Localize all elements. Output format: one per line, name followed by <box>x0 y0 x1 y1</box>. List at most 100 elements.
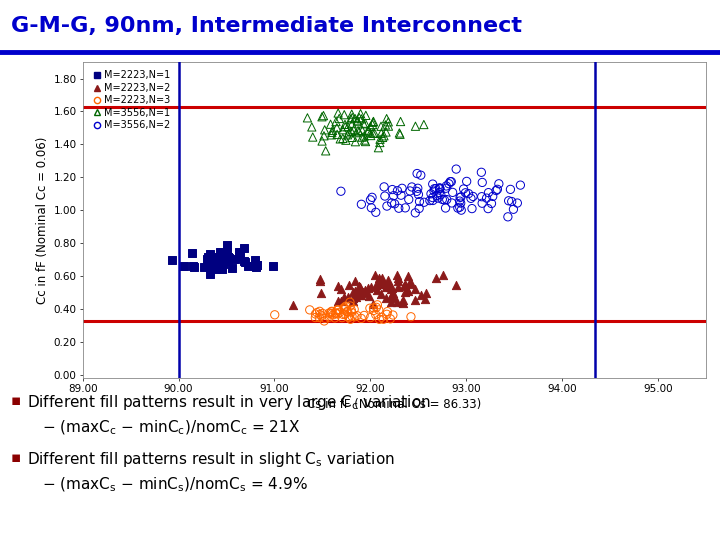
M=2223,N=3 <box>338 303 350 312</box>
M=2223,N=1 <box>217 259 229 268</box>
M=3556,N=2 <box>482 204 494 213</box>
M=2223,N=1 <box>188 261 199 270</box>
M=2223,N=3 <box>344 302 356 310</box>
M=3556,N=2 <box>418 198 430 207</box>
M=2223,N=3 <box>314 310 325 319</box>
M=3556,N=1 <box>307 133 318 141</box>
M=2223,N=3 <box>333 306 344 314</box>
M=2223,N=3 <box>348 305 360 314</box>
M=3556,N=1 <box>302 113 313 122</box>
M=2223,N=2 <box>379 279 390 288</box>
M=3556,N=2 <box>440 184 451 193</box>
M=3556,N=2 <box>512 199 523 207</box>
M=3556,N=1 <box>343 129 355 137</box>
Text: ▪: ▪ <box>11 393 21 408</box>
M=2223,N=3 <box>330 308 341 317</box>
M=3556,N=2 <box>477 199 488 207</box>
M=2223,N=2 <box>342 293 354 302</box>
M=2223,N=3 <box>314 307 325 316</box>
M=2223,N=3 <box>304 306 315 314</box>
M=3556,N=2 <box>412 184 423 193</box>
M=3556,N=1 <box>346 110 358 118</box>
M=3556,N=1 <box>306 123 318 131</box>
M=2223,N=1 <box>207 258 219 266</box>
M=2223,N=1 <box>251 261 263 269</box>
M=2223,N=1 <box>222 252 233 261</box>
M=2223,N=2 <box>369 271 380 279</box>
M=3556,N=1 <box>375 122 387 131</box>
M=3556,N=2 <box>411 169 423 178</box>
M=2223,N=2 <box>392 298 403 307</box>
M=3556,N=2 <box>427 196 438 205</box>
M=2223,N=2 <box>438 271 449 279</box>
M=3556,N=1 <box>378 132 390 140</box>
M=3556,N=2 <box>502 213 513 221</box>
M=2223,N=3 <box>341 307 353 316</box>
M=3556,N=1 <box>354 113 365 122</box>
M=2223,N=2 <box>392 277 404 286</box>
M=3556,N=1 <box>365 129 377 137</box>
M=2223,N=3 <box>344 298 356 307</box>
M=3556,N=2 <box>410 208 421 217</box>
M=2223,N=1 <box>205 260 217 269</box>
M=2223,N=3 <box>313 313 325 322</box>
M=3556,N=2 <box>393 204 405 213</box>
M=3556,N=1 <box>362 126 374 135</box>
M=3556,N=1 <box>383 122 395 131</box>
M=2223,N=1 <box>203 258 215 266</box>
M=2223,N=2 <box>382 280 393 289</box>
M=2223,N=1 <box>212 252 224 261</box>
M=2223,N=2 <box>387 288 399 297</box>
M=2223,N=2 <box>402 272 413 281</box>
M=3556,N=1 <box>331 124 343 132</box>
M=3556,N=1 <box>333 109 344 117</box>
M=3556,N=2 <box>461 177 472 186</box>
M=3556,N=1 <box>351 117 363 125</box>
M=3556,N=1 <box>395 130 406 139</box>
Text: G-M-G, 90nm, Intermediate Interconnect: G-M-G, 90nm, Intermediate Interconnect <box>11 16 522 36</box>
M=2223,N=3 <box>310 309 321 318</box>
M=3556,N=2 <box>378 183 390 191</box>
M=3556,N=2 <box>467 192 479 201</box>
M=2223,N=3 <box>381 310 392 319</box>
M=2223,N=3 <box>336 313 348 322</box>
M=3556,N=1 <box>359 132 370 140</box>
M=3556,N=2 <box>433 184 445 192</box>
M=2223,N=2 <box>392 271 403 280</box>
M=2223,N=1 <box>210 256 222 265</box>
M=2223,N=3 <box>339 305 351 313</box>
M=3556,N=1 <box>376 129 387 138</box>
M=2223,N=1 <box>243 261 254 270</box>
M=2223,N=1 <box>230 254 241 263</box>
M=2223,N=1 <box>199 262 210 271</box>
M=3556,N=1 <box>367 129 379 138</box>
M=2223,N=1 <box>222 253 234 261</box>
M=2223,N=3 <box>329 314 341 322</box>
M=2223,N=1 <box>214 256 225 265</box>
M=3556,N=2 <box>454 193 466 201</box>
M=3556,N=2 <box>387 185 398 194</box>
M=2223,N=3 <box>374 315 385 323</box>
M=2223,N=2 <box>403 279 415 288</box>
M=2223,N=1 <box>211 260 222 269</box>
M=3556,N=2 <box>505 185 516 194</box>
M=3556,N=1 <box>351 129 362 137</box>
M=3556,N=2 <box>454 203 466 212</box>
M=3556,N=1 <box>346 113 358 122</box>
M=2223,N=3 <box>349 313 361 321</box>
M=2223,N=1 <box>222 248 233 256</box>
M=2223,N=3 <box>332 306 343 314</box>
Text: Different fill patterns result in very large $\mathregular{C_c}$ variation: Different fill patterns result in very l… <box>27 393 431 412</box>
M=2223,N=1 <box>201 254 212 263</box>
M=2223,N=2 <box>347 296 359 305</box>
M=2223,N=1 <box>214 248 225 256</box>
M=2223,N=2 <box>400 279 411 288</box>
M=2223,N=2 <box>368 299 379 308</box>
M=3556,N=2 <box>434 185 446 193</box>
M=3556,N=1 <box>362 127 374 136</box>
M=3556,N=1 <box>368 117 379 126</box>
M=3556,N=1 <box>377 133 388 141</box>
M=2223,N=3 <box>331 306 343 314</box>
Text: $-$ ($\mathregular{maxC_s}$ $-$ $\mathregular{minC_s}$)/$\mathregular{nomC_s}$ =: $-$ ($\mathregular{maxC_s}$ $-$ $\mathre… <box>42 475 307 494</box>
M=2223,N=2 <box>363 292 374 300</box>
